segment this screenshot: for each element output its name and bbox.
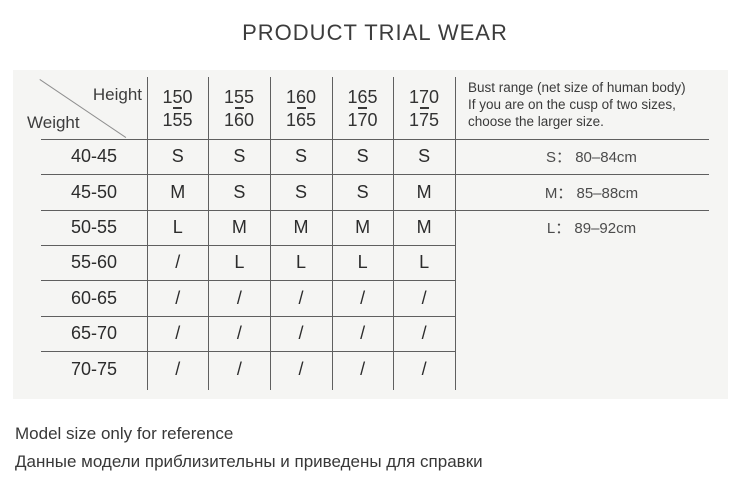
size-cell: /	[175, 287, 181, 308]
v-line	[270, 77, 271, 390]
size-cell: /	[421, 323, 427, 343]
size-cell: /	[298, 323, 304, 343]
size-cell: /	[175, 358, 181, 379]
height-top-value: 160	[285, 86, 317, 107]
size-cell: /	[236, 287, 242, 308]
corner-height-label: Height	[92, 85, 142, 104]
size-cell: L	[295, 252, 306, 272]
range-dash-icon	[234, 106, 244, 109]
v-line	[332, 77, 333, 390]
h-line	[41, 316, 455, 317]
size-cell: S	[356, 181, 369, 202]
table-row: 45-50 M S S S M	[41, 174, 455, 210]
h-line	[41, 351, 455, 352]
h-line	[41, 210, 709, 211]
size-cell: S	[294, 181, 307, 202]
size-cell: M	[293, 217, 309, 237]
v-line	[147, 77, 148, 390]
size-cell: L	[419, 252, 430, 272]
size-chart-panel: Height Weight 150 155 155 160 160 165 16…	[13, 70, 728, 399]
weight-label: 70-75	[70, 358, 118, 379]
size-cell: /	[298, 287, 304, 308]
size-cell: M	[231, 217, 247, 237]
size-cell: S	[418, 146, 431, 166]
size-cell: L	[172, 217, 183, 237]
size-cell: M	[416, 181, 432, 202]
size-cell: /	[360, 323, 366, 343]
height-bottom-value: 165	[285, 109, 317, 130]
range-dash-icon	[296, 106, 306, 109]
table-row: 55-60 / L L L L	[41, 245, 455, 280]
weight-label: 45-50	[70, 181, 118, 202]
weight-label: 40-45	[70, 146, 118, 166]
footer-note-en: Model size only for reference	[15, 424, 234, 443]
size-cell: L	[234, 252, 245, 272]
weight-label: 60-65	[70, 287, 118, 308]
table-row: 60-65 / / / / /	[41, 280, 455, 316]
size-cell: M	[355, 217, 371, 237]
weight-label: 55-60	[70, 252, 118, 272]
size-range-l: L： 89–92cm	[546, 220, 637, 237]
range-dash-icon	[419, 106, 429, 109]
height-column-header: 165 170	[332, 77, 393, 139]
table-row: 50-55 L M M M M	[41, 210, 455, 245]
size-cell: S	[294, 146, 307, 166]
height-column-header: 170 175	[393, 77, 455, 139]
note-line: Bust range (net size of human body)	[468, 80, 686, 95]
height-top-value: 170	[408, 86, 440, 107]
note-line: choose the larger size.	[468, 114, 604, 129]
height-bottom-value: 155	[162, 109, 193, 130]
size-cell: /	[236, 323, 242, 343]
height-top-value: 150	[162, 86, 193, 107]
size-cell: S	[233, 146, 246, 166]
table-row: 65-70 / / / / /	[41, 316, 455, 351]
table-row: 40-45 S S S S S	[41, 139, 455, 174]
footer-note-ru: Данные модели приблизительны и приведены…	[15, 452, 483, 471]
size-cell: S	[171, 146, 184, 166]
range-dash-icon	[173, 106, 182, 109]
page-title: PRODUCT TRIAL WEAR	[242, 20, 508, 45]
size-cell: /	[175, 252, 181, 272]
height-bottom-value: 170	[347, 109, 378, 130]
size-range-s: S： 80–84cm	[546, 149, 637, 166]
size-cell: S	[233, 181, 246, 202]
footer-notes: Model size only for reference Данные мод…	[15, 420, 483, 476]
h-line	[41, 174, 709, 175]
note-line: If you are on the cusp of two sizes,	[468, 97, 676, 112]
size-cell: /	[236, 358, 242, 379]
weight-label: 50-55	[70, 217, 118, 237]
size-cell: /	[360, 287, 366, 308]
size-cell: /	[421, 358, 427, 379]
height-column-header: 160 165	[270, 77, 332, 139]
height-top-value: 165	[347, 86, 378, 107]
size-cell: S	[356, 146, 369, 166]
size-cell: M	[416, 217, 432, 237]
weight-label: 65-70	[70, 323, 118, 343]
height-bottom-value: 175	[408, 109, 440, 130]
bust-range-note: Bust range (net size of human body) If y…	[468, 79, 730, 130]
corner-weight-label: Weight	[27, 113, 80, 132]
height-column-header: 150 155	[147, 77, 208, 139]
v-line	[393, 77, 394, 390]
height-bottom-value: 160	[223, 109, 255, 130]
size-cell: /	[421, 287, 427, 308]
height-top-value: 155	[223, 86, 255, 107]
size-cell: M	[170, 181, 186, 202]
range-dash-icon	[358, 106, 367, 109]
h-line	[41, 139, 709, 140]
table-row: 70-75 / / / / /	[41, 351, 455, 387]
h-line	[41, 245, 455, 246]
v-line	[208, 77, 209, 390]
size-cell: L	[357, 252, 368, 272]
size-cell: /	[298, 358, 304, 379]
h-line	[41, 280, 455, 281]
height-column-header: 155 160	[208, 77, 270, 139]
size-range-m: M： 85–88cm	[544, 184, 639, 202]
size-cell: /	[360, 358, 366, 379]
size-cell: /	[175, 323, 181, 343]
v-line	[455, 77, 456, 390]
